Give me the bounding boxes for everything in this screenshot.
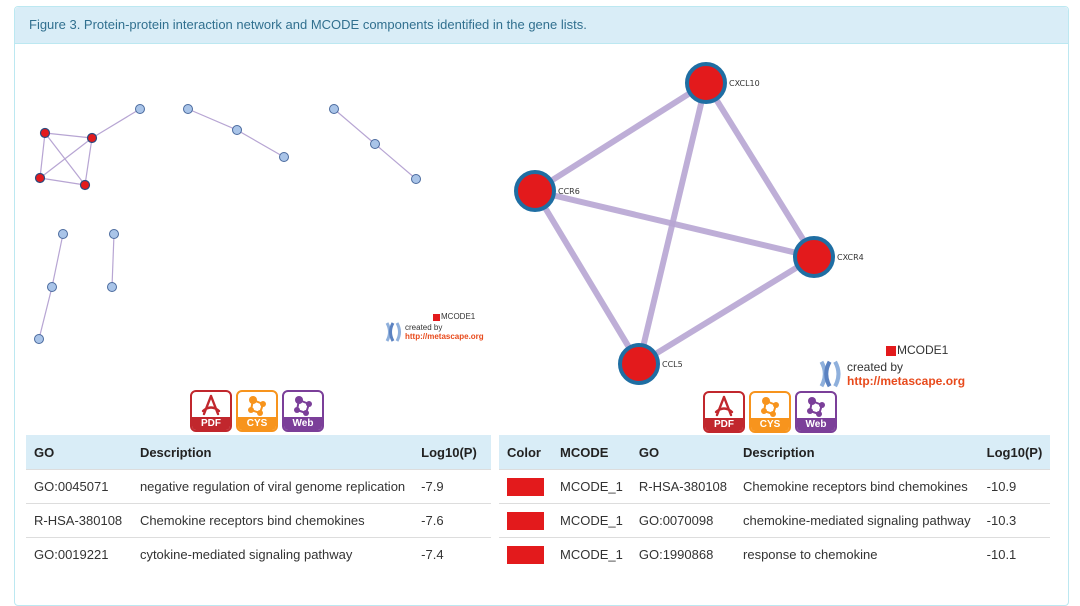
pdf-label: PDF [192, 417, 230, 430]
legend-swatch [886, 346, 896, 356]
mcode-color-swatch [507, 511, 544, 530]
metascape-logo-icon [385, 322, 401, 342]
legend-swatch [433, 314, 440, 321]
header-description: Description [131, 435, 414, 470]
right-download-buttons: PDF CYS Web [703, 391, 837, 433]
go-id: GO:0070098 [630, 503, 736, 538]
header-log10p: Log10(P) [978, 435, 1051, 470]
description: Chemokine receptors bind chemokines [131, 503, 414, 538]
pdf-label: PDF [705, 418, 743, 431]
color-cell [499, 503, 552, 538]
table-header-row: GO Description Log10(P) [26, 435, 491, 470]
color-cell [499, 469, 552, 504]
log10p: -10.1 [978, 537, 1051, 571]
description: negative regulation of viral genome repl… [131, 469, 414, 504]
web-download-button[interactable]: Web [282, 390, 324, 432]
network-nodes [34, 104, 421, 344]
log10p: -7.6 [413, 503, 491, 538]
pdf-icon [201, 394, 221, 416]
metascape-logo-icon [819, 360, 841, 388]
description: Chemokine receptors bind chemokines [735, 469, 979, 504]
table-row: MCODE_1 R-HSA-380108 Chemokine receptors… [499, 469, 1051, 504]
created-by-text: created by [847, 360, 904, 374]
header-color: Color [499, 435, 552, 470]
web-network-icon [294, 396, 312, 416]
table-row: MCODE_1 GO:1990868 response to chemokine… [499, 537, 1051, 571]
table-header-row: Color MCODE GO Description Log10(P) [499, 435, 1051, 470]
description: chemokine-mediated signaling pathway [735, 503, 979, 538]
log10p: -7.9 [413, 469, 491, 504]
web-download-button[interactable]: Web [795, 391, 837, 433]
table-row: GO:0045071 negative regulation of viral … [26, 469, 491, 504]
legend-label: MCODE1 [897, 343, 949, 357]
go-id: GO:0019221 [26, 537, 132, 571]
header-go: GO [26, 435, 132, 470]
header-description: Description [735, 435, 979, 470]
cys-label: CYS [238, 417, 276, 430]
metascape-link[interactable]: http://metascape.org [847, 374, 966, 388]
web-label: Web [284, 417, 322, 430]
left-go-table: GO Description Log10(P) GO:0045071 negat… [26, 435, 491, 571]
created-by-text: created by [405, 323, 443, 332]
table-row: MCODE_1 GO:0070098 chemokine-mediated si… [499, 503, 1051, 538]
log10p: -10.3 [978, 503, 1051, 538]
cytoscape-icon [248, 396, 266, 416]
table-row: GO:0019221 cytokine-mediated signaling p… [26, 537, 491, 571]
go-id: R-HSA-380108 [26, 503, 132, 538]
mcode: MCODE_1 [552, 503, 631, 538]
log10p: -10.9 [978, 469, 1051, 504]
cys-download-button[interactable]: CYS [236, 390, 278, 432]
web-label: Web [797, 418, 835, 431]
legend-label: MCODE1 [441, 312, 476, 321]
go-id: GO:1990868 [630, 537, 736, 571]
mcode-nodes [34, 127, 98, 191]
node-label-ccr6: CCR6 [558, 187, 580, 196]
pdf-download-button[interactable]: PDF [190, 390, 232, 432]
mcode: MCODE_1 [552, 537, 631, 571]
go-id: R-HSA-380108 [630, 469, 736, 504]
header-log10p: Log10(P) [413, 435, 491, 470]
pdf-icon [714, 395, 734, 417]
mcode-color-swatch [507, 545, 544, 564]
left-legend: MCODE1 created by http://metascape.org [383, 312, 493, 345]
right-network-graph: CXCL10 CCR6 CXCR4 CCL5 [514, 62, 864, 385]
cys-label: CYS [751, 418, 789, 431]
mcode-color-swatch [507, 477, 544, 496]
node-ccl5 [618, 343, 660, 385]
node-label-ccl5: CCL5 [662, 360, 683, 369]
figure-caption: Figure 3. Protein-protein interaction ne… [15, 7, 1068, 44]
cys-download-button[interactable]: CYS [749, 391, 791, 433]
node-cxcl10 [685, 62, 727, 104]
node-label-cxcl10: CXCL10 [729, 79, 760, 88]
description: response to chemokine [735, 537, 979, 571]
metascape-link[interactable]: http://metascape.org [405, 332, 484, 341]
right-legend: MCODE1 created by http://metascape.org [816, 343, 986, 391]
node-ccr6 [514, 170, 556, 212]
description: cytokine-mediated signaling pathway [131, 537, 414, 571]
node-label-cxcr4: CXCR4 [837, 253, 864, 262]
web-network-icon [807, 397, 825, 417]
left-download-buttons: PDF CYS Web [190, 390, 324, 432]
pdf-download-button[interactable]: PDF [703, 391, 745, 433]
color-cell [499, 537, 552, 571]
left-network-graph [34, 104, 421, 344]
cytoscape-icon [761, 397, 779, 417]
table-row: R-HSA-380108 Chemokine receptors bind ch… [26, 503, 491, 538]
node-cxcr4 [793, 236, 835, 278]
header-go: GO [630, 435, 736, 470]
go-id: GO:0045071 [26, 469, 132, 504]
right-mcode-table: Color MCODE GO Description Log10(P) MCOD… [499, 435, 1051, 571]
header-mcode: MCODE [552, 435, 631, 470]
mcode: MCODE_1 [552, 469, 631, 504]
log10p: -7.4 [413, 537, 491, 571]
